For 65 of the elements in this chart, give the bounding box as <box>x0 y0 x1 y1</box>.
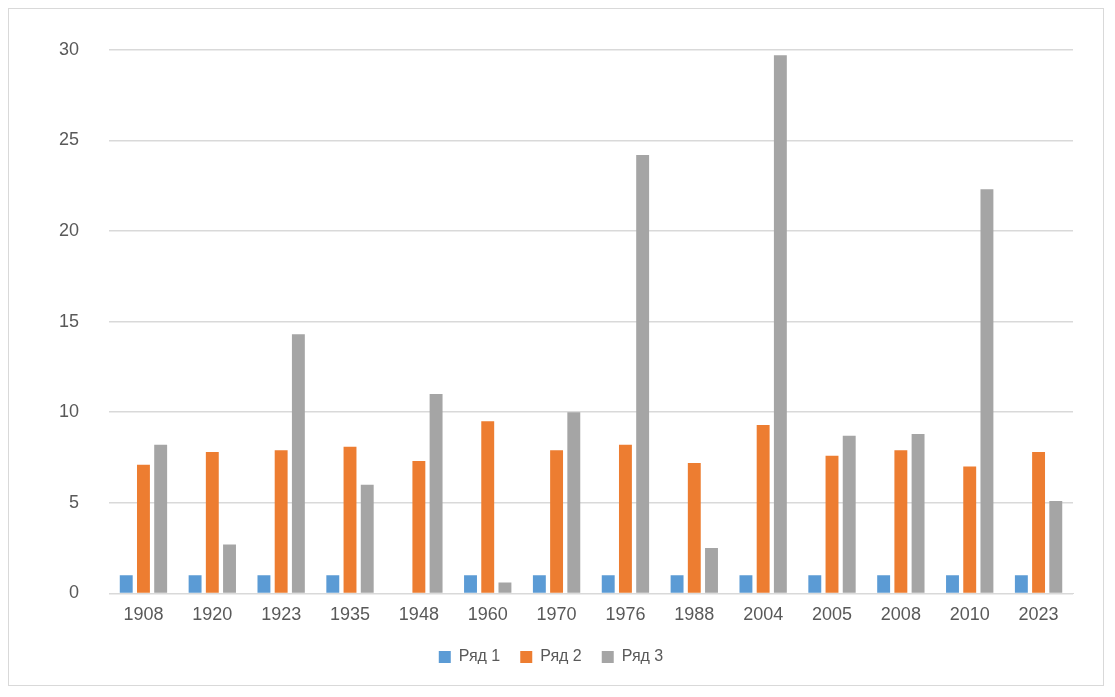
x-tick-label: 2005 <box>811 604 853 625</box>
bar <box>636 154 650 593</box>
bar <box>894 450 908 593</box>
bar <box>498 582 512 593</box>
bar <box>429 394 443 593</box>
bar <box>550 450 564 593</box>
bar <box>360 484 374 593</box>
bar <box>670 575 684 593</box>
bar <box>825 455 839 593</box>
bar <box>343 446 357 593</box>
bar <box>601 575 615 593</box>
bar <box>532 575 546 593</box>
bar <box>1049 500 1063 593</box>
bar <box>257 575 271 593</box>
bar <box>842 435 856 593</box>
x-tick-label: 1960 <box>467 604 508 625</box>
x-tick-label: 1908 <box>123 604 164 625</box>
bar <box>188 575 202 593</box>
y-tick-label: 10 <box>58 401 80 422</box>
y-tick-label: 25 <box>58 129 80 150</box>
y-tick-label: 5 <box>69 491 80 512</box>
bar <box>154 444 168 593</box>
bar <box>412 461 426 593</box>
x-tick-label: 2023 <box>1018 604 1059 625</box>
x-tick-label: 1988 <box>674 604 715 625</box>
x-tick-label: 2008 <box>880 604 921 625</box>
bar <box>756 424 770 593</box>
bar <box>274 450 288 593</box>
y-tick-label: 20 <box>58 219 80 240</box>
bar <box>136 464 150 593</box>
bar <box>911 433 925 593</box>
x-tick-label: 1935 <box>329 604 371 625</box>
y-tick-label: 15 <box>58 310 80 331</box>
x-tick-label: 1923 <box>261 604 302 625</box>
legend-label: Ряд 2 <box>540 647 582 665</box>
legend-label: Ряд 3 <box>621 647 664 665</box>
y-tick-label: 30 <box>58 38 80 59</box>
x-tick-label: 2010 <box>949 604 990 625</box>
bar <box>618 444 632 593</box>
bar <box>687 462 701 593</box>
x-tick-label: 2004 <box>743 604 784 625</box>
bar <box>567 412 581 593</box>
bar <box>773 55 787 593</box>
x-tick-label: 1970 <box>536 604 577 625</box>
bar <box>481 421 495 593</box>
bar <box>877 575 891 593</box>
bar <box>808 575 822 593</box>
x-tick-label: 1976 <box>605 604 646 625</box>
y-tick-label: 0 <box>69 582 80 603</box>
bar <box>1014 575 1028 593</box>
bar <box>739 575 753 593</box>
bar <box>205 452 219 593</box>
bar <box>326 575 340 593</box>
bar <box>980 189 994 593</box>
bar <box>223 544 236 593</box>
bar <box>291 334 305 593</box>
bar <box>946 575 959 593</box>
bar <box>1032 452 1046 593</box>
x-tick-label: 1920 <box>192 604 233 625</box>
x-tick-label: 1948 <box>398 604 439 625</box>
legend-label: Ряд 1 <box>458 647 501 665</box>
bar <box>119 575 133 593</box>
bar <box>963 466 977 593</box>
bar <box>705 548 718 593</box>
bar <box>464 575 477 593</box>
